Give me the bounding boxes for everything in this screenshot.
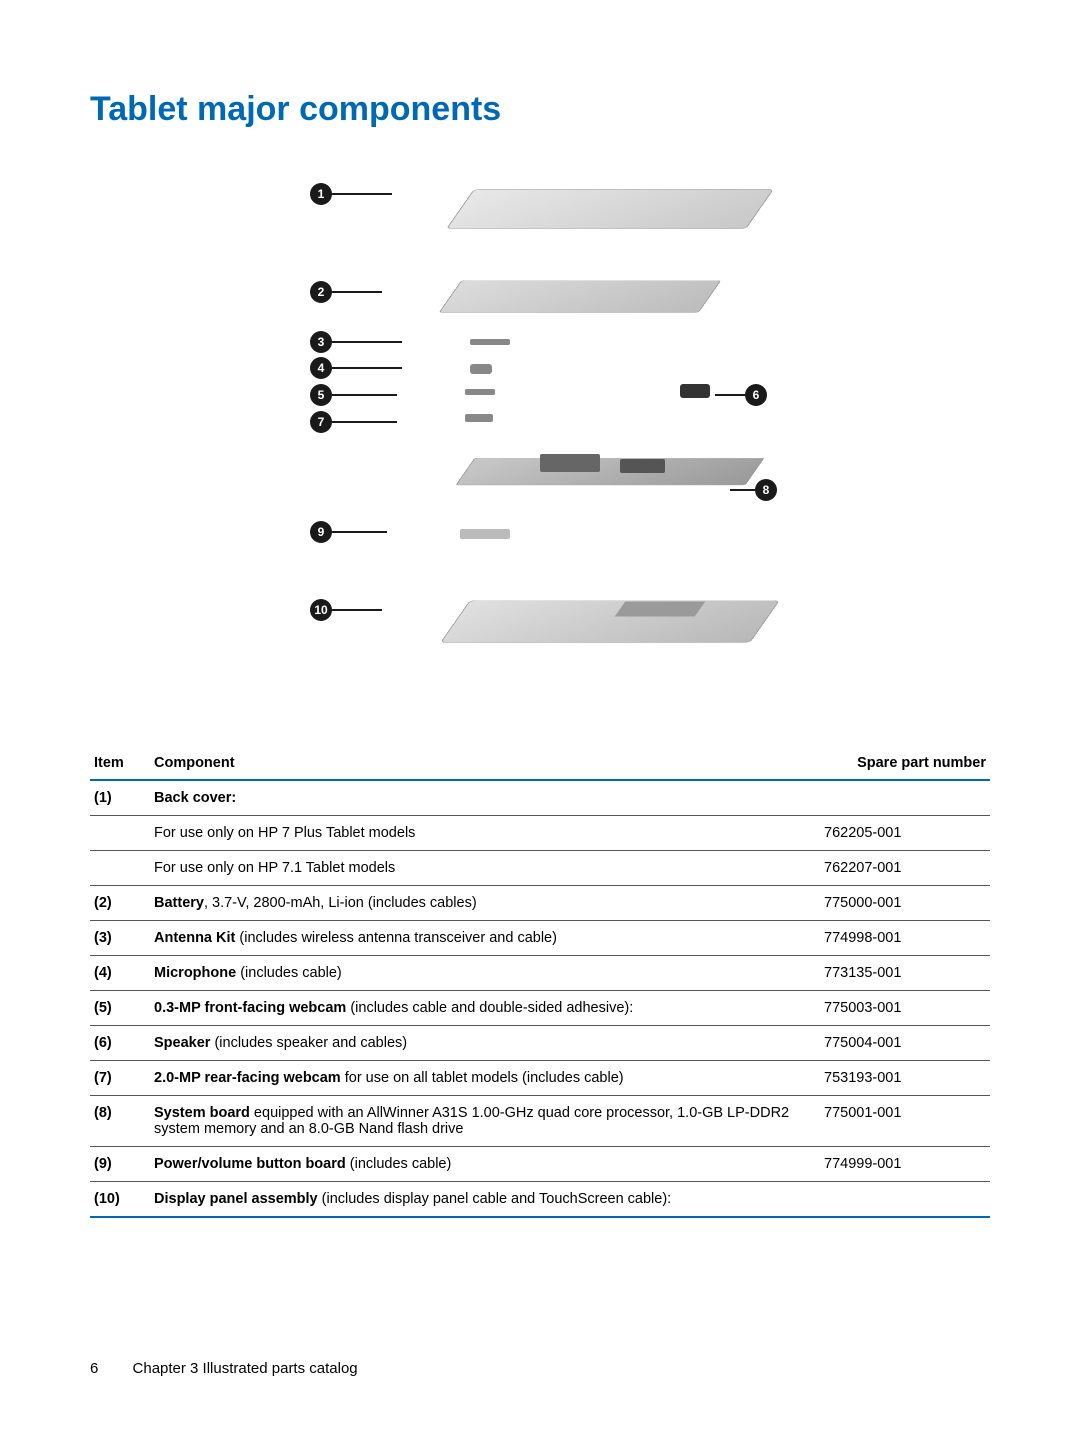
cell-item: (9) bbox=[90, 1147, 150, 1182]
cell-spare bbox=[820, 780, 990, 816]
cell-spare: 774998-001 bbox=[820, 921, 990, 956]
cell-item: (8) bbox=[90, 1096, 150, 1147]
cell-item: (4) bbox=[90, 956, 150, 991]
cell-component: 2.0-MP rear-facing webcam for use on all… bbox=[150, 1061, 820, 1096]
cell-component: Battery, 3.7-V, 2800-mAh, Li-ion (includ… bbox=[150, 886, 820, 921]
cell-item bbox=[90, 816, 150, 851]
cell-item: (10) bbox=[90, 1182, 150, 1218]
cell-component: For use only on HP 7.1 Tablet models bbox=[150, 851, 820, 886]
cell-spare: 775003-001 bbox=[820, 991, 990, 1026]
table-row: (6)Speaker (includes speaker and cables)… bbox=[90, 1026, 990, 1061]
cell-component: Power/volume button board (includes cabl… bbox=[150, 1147, 820, 1182]
cell-spare: 775004-001 bbox=[820, 1026, 990, 1061]
exploded-diagram: 1 2 3 4 5 7 9 10 6 8 bbox=[290, 159, 790, 719]
chapter-label: Chapter 3 Illustrated parts catalog bbox=[133, 1360, 358, 1377]
cell-component: Microphone (includes cable) bbox=[150, 956, 820, 991]
table-row: (10)Display panel assembly (includes dis… bbox=[90, 1182, 990, 1218]
table-row: (9)Power/volume button board (includes c… bbox=[90, 1147, 990, 1182]
cell-component: Display panel assembly (includes display… bbox=[150, 1182, 820, 1218]
cell-item: (5) bbox=[90, 991, 150, 1026]
table-row: (8)System board equipped with an AllWinn… bbox=[90, 1096, 990, 1147]
cell-component: Speaker (includes speaker and cables) bbox=[150, 1026, 820, 1061]
cell-component: Back cover: bbox=[150, 780, 820, 816]
cell-spare: 762207-001 bbox=[820, 851, 990, 886]
cell-item: (6) bbox=[90, 1026, 150, 1061]
callout-5: 5 bbox=[310, 384, 332, 406]
table-row: For use only on HP 7.1 Tablet models7622… bbox=[90, 851, 990, 886]
table-row: (1)Back cover: bbox=[90, 780, 990, 816]
cell-item: (7) bbox=[90, 1061, 150, 1096]
callout-8: 8 bbox=[755, 479, 777, 501]
table-row: (2)Battery, 3.7-V, 2800-mAh, Li-ion (inc… bbox=[90, 886, 990, 921]
callout-2: 2 bbox=[310, 281, 332, 303]
table-row: For use only on HP 7 Plus Tablet models7… bbox=[90, 816, 990, 851]
page-number: 6 bbox=[90, 1360, 98, 1377]
cell-spare bbox=[820, 1182, 990, 1218]
table-row: (4)Microphone (includes cable)773135-001 bbox=[90, 956, 990, 991]
cell-item: (2) bbox=[90, 886, 150, 921]
callout-10: 10 bbox=[310, 599, 332, 621]
page-heading: Tablet major components bbox=[90, 90, 990, 129]
cell-spare: 774999-001 bbox=[820, 1147, 990, 1182]
cell-component: For use only on HP 7 Plus Tablet models bbox=[150, 816, 820, 851]
cell-spare: 775001-001 bbox=[820, 1096, 990, 1147]
col-item: Item bbox=[90, 747, 150, 780]
cell-spare: 762205-001 bbox=[820, 816, 990, 851]
col-component: Component bbox=[150, 747, 820, 780]
table-row: (5)0.3-MP front-facing webcam (includes … bbox=[90, 991, 990, 1026]
cell-component: Antenna Kit (includes wireless antenna t… bbox=[150, 921, 820, 956]
cell-component: 0.3-MP front-facing webcam (includes cab… bbox=[150, 991, 820, 1026]
cell-spare: 773135-001 bbox=[820, 956, 990, 991]
table-row: (3)Antenna Kit (includes wireless antenn… bbox=[90, 921, 990, 956]
callout-9: 9 bbox=[310, 521, 332, 543]
parts-table: Item Component Spare part number (1)Back… bbox=[90, 747, 990, 1218]
callout-6: 6 bbox=[745, 384, 767, 406]
cell-spare: 753193-001 bbox=[820, 1061, 990, 1096]
cell-item: (1) bbox=[90, 780, 150, 816]
page-footer: 6 Chapter 3 Illustrated parts catalog bbox=[90, 1360, 358, 1377]
callout-7: 7 bbox=[310, 411, 332, 433]
callout-4: 4 bbox=[310, 357, 332, 379]
cell-component: System board equipped with an AllWinner … bbox=[150, 1096, 820, 1147]
table-row: (7)2.0-MP rear-facing webcam for use on … bbox=[90, 1061, 990, 1096]
cell-spare: 775000-001 bbox=[820, 886, 990, 921]
cell-item: (3) bbox=[90, 921, 150, 956]
callout-1: 1 bbox=[310, 183, 332, 205]
cell-item bbox=[90, 851, 150, 886]
col-spare: Spare part number bbox=[820, 747, 990, 780]
callout-3: 3 bbox=[310, 331, 332, 353]
